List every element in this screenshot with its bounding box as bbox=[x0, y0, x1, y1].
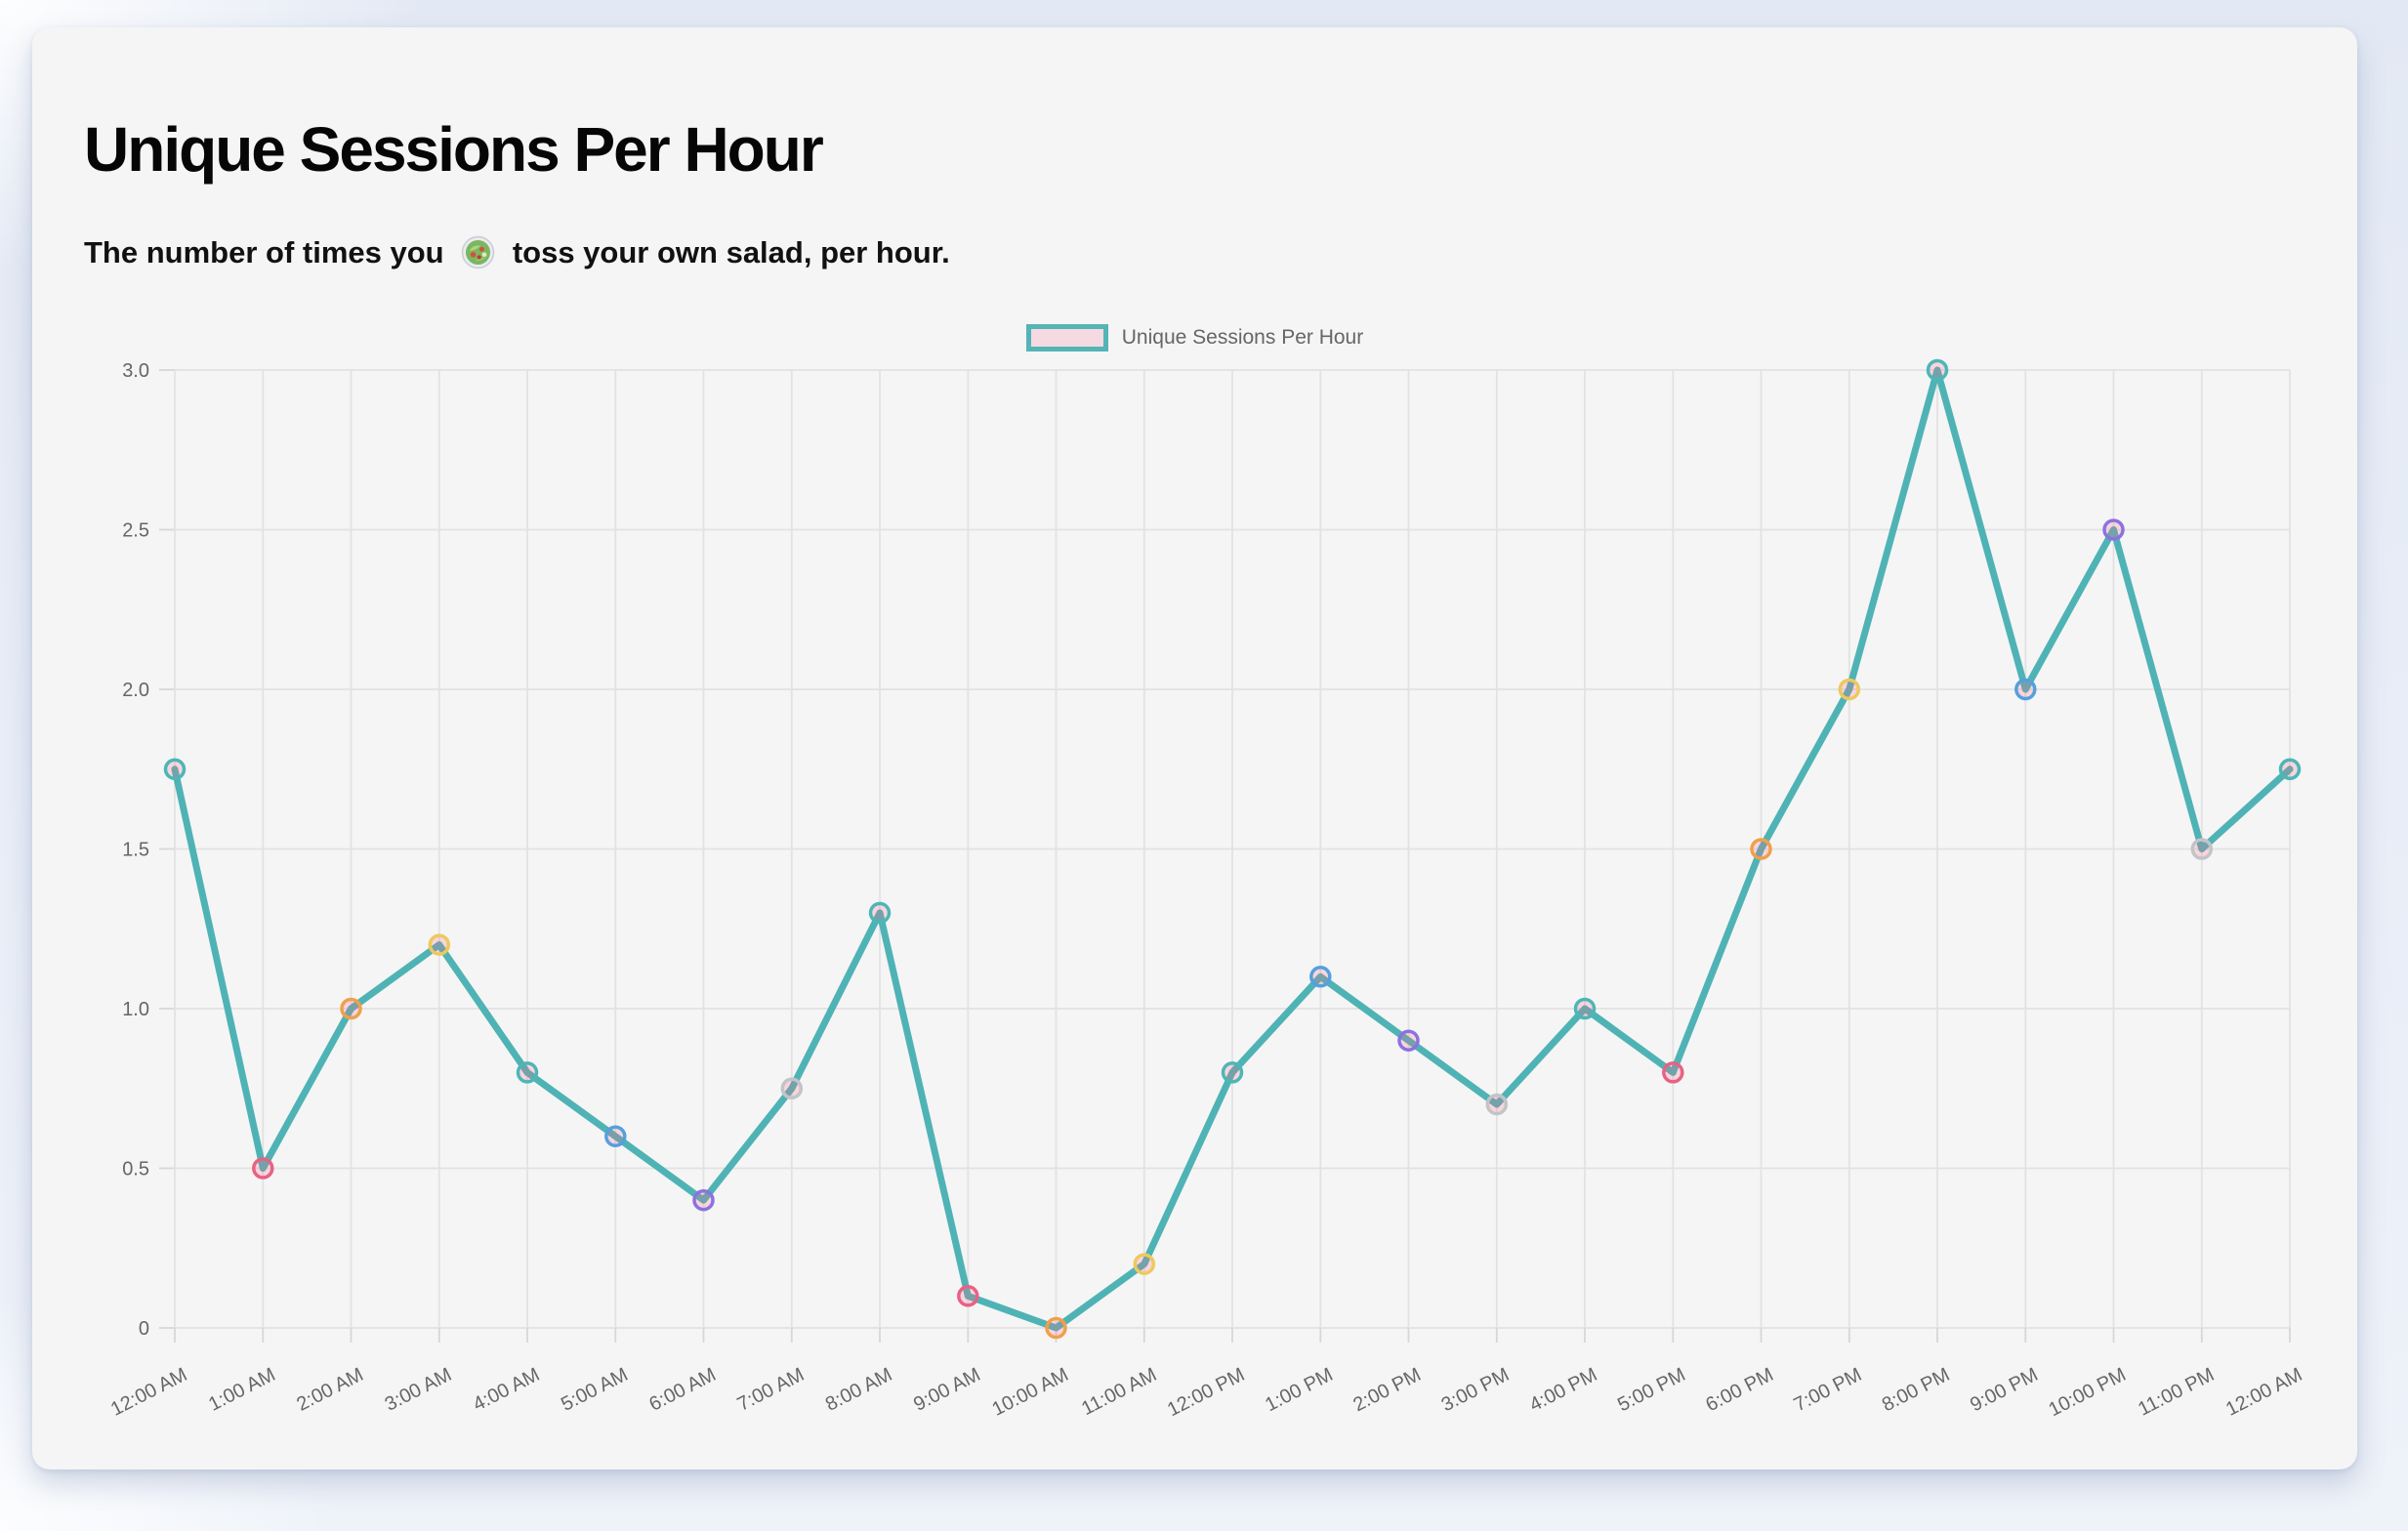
data-point[interactable] bbox=[2190, 838, 2214, 860]
data-point[interactable] bbox=[2278, 758, 2302, 781]
page-title: Unique Sessions Per Hour bbox=[84, 114, 824, 185]
data-point[interactable] bbox=[516, 1061, 539, 1084]
data-point[interactable] bbox=[1926, 358, 1949, 382]
data-point[interactable] bbox=[1750, 838, 1772, 860]
svg-text:10:00 AM: 10:00 AM bbox=[988, 1364, 1071, 1421]
data-point[interactable] bbox=[957, 1285, 979, 1307]
legend-swatch bbox=[1025, 324, 1108, 352]
legend-label: Unique Sessions Per Hour bbox=[1121, 326, 1364, 349]
svg-text:11:00 PM: 11:00 PM bbox=[2135, 1364, 2218, 1421]
x-tick-labels: 12:00 AM 1:00 AM 2:00 AM 3:00 AM 4:00 AM 5:00… bbox=[107, 1364, 2305, 1421]
svg-text:9:00 AM: 9:00 AM bbox=[910, 1364, 983, 1416]
svg-text:11:00 AM: 11:00 AM bbox=[1078, 1364, 1160, 1420]
svg-text:1.0: 1.0 bbox=[122, 999, 149, 1020]
data-point[interactable] bbox=[868, 901, 892, 925]
data-point[interactable] bbox=[1573, 997, 1597, 1020]
svg-text:4:00 AM: 4:00 AM bbox=[470, 1364, 543, 1416]
svg-text:0.5: 0.5 bbox=[122, 1159, 149, 1180]
svg-text:1:00 PM: 1:00 PM bbox=[1262, 1364, 1336, 1416]
svg-text:12:00 AM: 12:00 AM bbox=[2222, 1364, 2305, 1421]
data-point[interactable] bbox=[428, 933, 451, 956]
subtitle-text-after: toss your own salad, per hour. bbox=[504, 234, 950, 269]
data-point[interactable] bbox=[1838, 678, 1861, 701]
salad-emoji-icon bbox=[462, 235, 495, 269]
svg-text:6:00 PM: 6:00 PM bbox=[1702, 1364, 1776, 1416]
data-points[interactable] bbox=[163, 358, 2302, 1340]
data-point[interactable] bbox=[692, 1188, 715, 1212]
svg-text:1:00 AM: 1:00 AM bbox=[205, 1364, 278, 1416]
svg-text:3:00 PM: 3:00 PM bbox=[1438, 1364, 1513, 1416]
data-point[interactable] bbox=[2014, 678, 2037, 701]
data-point[interactable] bbox=[1133, 1253, 1156, 1275]
data-point[interactable] bbox=[1221, 1061, 1244, 1084]
data-point[interactable] bbox=[163, 758, 187, 781]
svg-text:6:00 AM: 6:00 AM bbox=[645, 1364, 719, 1416]
x-gridlines bbox=[174, 370, 2291, 1343]
data-point[interactable] bbox=[1662, 1061, 1684, 1084]
svg-text:2.5: 2.5 bbox=[122, 520, 149, 542]
chart-canvas[interactable]: 0 0.5 1.0 1.5 2.0 2.5 3.0 12:00 AM 1:00 AM 2:00 A… bbox=[32, 27, 2357, 1469]
data-line[interactable] bbox=[171, 366, 2294, 1332]
svg-text:7:00 PM: 7:00 PM bbox=[1791, 1364, 1865, 1416]
svg-text:8:00 AM: 8:00 AM bbox=[822, 1364, 895, 1416]
data-point[interactable] bbox=[2102, 518, 2125, 541]
svg-text:3:00 AM: 3:00 AM bbox=[382, 1364, 455, 1416]
svg-text:5:00 AM: 5:00 AM bbox=[558, 1364, 631, 1416]
chart-legend[interactable]: Unique Sessions Per Hour bbox=[32, 324, 2357, 352]
data-point[interactable] bbox=[780, 1077, 804, 1100]
svg-text:4:00 PM: 4:00 PM bbox=[1526, 1364, 1600, 1416]
svg-text:3.0: 3.0 bbox=[122, 360, 149, 382]
svg-text:7:00 AM: 7:00 AM bbox=[734, 1364, 808, 1416]
svg-text:10:00 PM: 10:00 PM bbox=[2046, 1364, 2130, 1421]
svg-text:2:00 PM: 2:00 PM bbox=[1349, 1364, 1424, 1416]
svg-text:2.0: 2.0 bbox=[122, 680, 149, 701]
svg-text:5:00 PM: 5:00 PM bbox=[1614, 1364, 1688, 1416]
data-point[interactable] bbox=[1485, 1093, 1509, 1116]
svg-text:8:00 PM: 8:00 PM bbox=[1879, 1364, 1953, 1416]
svg-text:9:00 PM: 9:00 PM bbox=[1967, 1364, 2041, 1416]
data-point[interactable] bbox=[340, 997, 362, 1020]
y-gridlines bbox=[159, 369, 2290, 1329]
svg-text:1.5: 1.5 bbox=[122, 840, 149, 861]
chart-subtitle: The number of times you toss your own sa… bbox=[84, 234, 950, 270]
y-tick-labels: 0 0.5 1.0 1.5 2.0 2.5 3.0 bbox=[122, 360, 149, 1340]
chart-card: 0 0.5 1.0 1.5 2.0 2.5 3.0 12:00 AM 1:00 AM 2:00 A… bbox=[32, 27, 2357, 1469]
data-point[interactable] bbox=[252, 1157, 274, 1179]
svg-text:12:00 AM: 12:00 AM bbox=[107, 1364, 190, 1421]
svg-text:12:00 PM: 12:00 PM bbox=[1164, 1364, 1248, 1421]
data-point[interactable] bbox=[1045, 1316, 1067, 1340]
data-point[interactable] bbox=[604, 1125, 627, 1148]
svg-text:2:00 AM: 2:00 AM bbox=[293, 1364, 366, 1416]
data-point[interactable] bbox=[1397, 1029, 1420, 1052]
data-point[interactable] bbox=[1309, 966, 1332, 988]
subtitle-text-before: The number of times you bbox=[84, 234, 453, 269]
svg-text:0: 0 bbox=[139, 1318, 149, 1340]
